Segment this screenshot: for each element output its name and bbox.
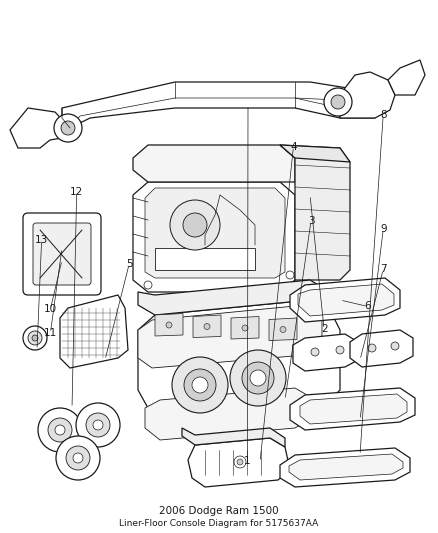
Circle shape — [170, 200, 220, 250]
Circle shape — [48, 418, 72, 442]
Circle shape — [286, 271, 294, 279]
Circle shape — [331, 95, 345, 109]
Text: 7: 7 — [380, 264, 387, 274]
Text: 2: 2 — [321, 325, 328, 334]
Circle shape — [23, 326, 47, 350]
Circle shape — [76, 403, 120, 447]
Polygon shape — [340, 72, 395, 118]
Polygon shape — [193, 315, 221, 337]
Text: 13: 13 — [35, 235, 48, 245]
Circle shape — [242, 362, 274, 394]
Circle shape — [311, 348, 319, 356]
Circle shape — [324, 88, 352, 116]
Polygon shape — [188, 438, 290, 487]
Polygon shape — [138, 305, 322, 368]
Text: 3: 3 — [307, 216, 314, 226]
Polygon shape — [145, 388, 312, 440]
Text: Liner-Floor Console Diagram for 5175637AA: Liner-Floor Console Diagram for 5175637A… — [120, 519, 318, 528]
Circle shape — [230, 350, 286, 406]
Text: 10: 10 — [44, 304, 57, 314]
Circle shape — [183, 213, 207, 237]
Polygon shape — [155, 248, 255, 270]
Polygon shape — [300, 394, 407, 424]
Circle shape — [38, 408, 82, 452]
Circle shape — [204, 324, 210, 329]
Circle shape — [280, 327, 286, 333]
Text: 4: 4 — [290, 142, 297, 151]
Circle shape — [184, 369, 216, 401]
Polygon shape — [290, 388, 415, 430]
Polygon shape — [60, 295, 128, 368]
Polygon shape — [138, 300, 340, 420]
Polygon shape — [10, 108, 70, 148]
Polygon shape — [231, 317, 259, 339]
Polygon shape — [62, 82, 380, 138]
Polygon shape — [298, 284, 394, 316]
Circle shape — [28, 331, 42, 345]
Circle shape — [144, 281, 152, 289]
Text: 6: 6 — [364, 302, 371, 311]
Text: 11: 11 — [44, 328, 57, 338]
Polygon shape — [280, 448, 410, 487]
Polygon shape — [133, 182, 295, 292]
Circle shape — [93, 420, 103, 430]
Polygon shape — [155, 313, 183, 336]
Polygon shape — [145, 188, 285, 278]
Text: 12: 12 — [70, 187, 83, 197]
Text: 8: 8 — [380, 110, 387, 119]
Polygon shape — [182, 428, 285, 447]
Polygon shape — [290, 278, 400, 322]
Circle shape — [172, 357, 228, 413]
Polygon shape — [280, 145, 350, 280]
Text: 5: 5 — [126, 259, 133, 269]
Circle shape — [166, 322, 172, 328]
Circle shape — [234, 456, 246, 468]
Circle shape — [55, 425, 65, 435]
Text: 9: 9 — [380, 224, 387, 234]
Circle shape — [250, 370, 266, 386]
Circle shape — [61, 121, 75, 135]
Polygon shape — [289, 454, 403, 480]
Polygon shape — [350, 330, 413, 367]
Polygon shape — [293, 334, 358, 371]
Polygon shape — [388, 60, 425, 95]
Circle shape — [86, 413, 110, 437]
Circle shape — [391, 342, 399, 350]
Circle shape — [73, 453, 83, 463]
Circle shape — [54, 114, 82, 142]
Polygon shape — [133, 145, 295, 182]
Circle shape — [32, 335, 38, 341]
Polygon shape — [138, 280, 330, 315]
Text: 1: 1 — [244, 456, 251, 466]
Polygon shape — [280, 145, 350, 162]
FancyBboxPatch shape — [33, 223, 91, 285]
Text: 2006 Dodge Ram 1500: 2006 Dodge Ram 1500 — [159, 506, 279, 516]
Circle shape — [192, 377, 208, 393]
FancyBboxPatch shape — [23, 213, 101, 295]
Circle shape — [237, 459, 243, 465]
Circle shape — [336, 346, 344, 354]
Circle shape — [56, 436, 100, 480]
Circle shape — [242, 325, 248, 331]
Circle shape — [368, 344, 376, 352]
Polygon shape — [269, 318, 297, 341]
Circle shape — [66, 446, 90, 470]
